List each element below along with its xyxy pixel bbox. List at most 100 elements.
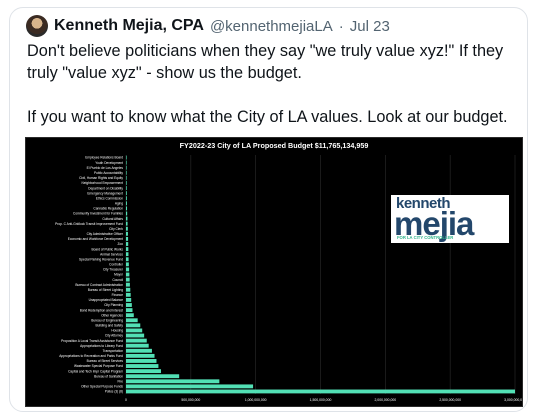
bar [126,191,127,196]
logo-text-line-2: mejia [394,205,474,242]
category-label: Bond Redemption and Interest [80,308,123,312]
bar [126,181,127,185]
category-label: Wastewater Special Purpose Fund [74,364,123,368]
category-label: Fire [118,379,124,383]
tweet-text-line-1: Don't believe politicians when they say … [27,42,504,82]
category-label: Other Agencies [101,313,123,317]
category-label: Bureau of Engineering [91,318,123,322]
bar [126,353,155,358]
category-label: Ethics Commission [96,196,123,200]
bar [126,282,130,287]
bar [126,338,147,343]
category-label: Economic and Workforce Development [68,237,123,241]
category-label: Controller [109,263,124,267]
bar [126,292,131,297]
avatar[interactable] [26,15,48,37]
bar [126,389,515,394]
bar [126,384,254,389]
bar [126,328,143,333]
bar [126,323,141,328]
category-label: Department on Disability [88,186,123,190]
category-label: Zoo [118,242,124,246]
bar [126,175,127,180]
logo-text-line-1: kenneth [396,195,451,212]
campaign-logo: kenneth mejia FOR LA CITY CONTROLLER [391,195,509,243]
bar [126,262,129,267]
author-name[interactable]: Kenneth Mejia, CPA [54,17,204,34]
x-tick-label: 2,500,000,000 [439,398,461,402]
author-handle[interactable]: @kennethmejiaLA [209,17,333,35]
bar [126,186,127,190]
category-label: Cannabis Regulation [93,207,123,211]
x-tick-label: 3,000,000,000 [504,398,522,402]
x-tick-label: 1,000,000,000 [245,398,267,402]
bar [126,252,129,257]
bar [126,221,128,226]
category-label: Board of Public Works [92,247,124,251]
x-tick-label: 500,000,000 [181,398,200,402]
category-label: Other Special Purpose Funds [81,385,123,389]
category-label: Animal Services [100,252,123,256]
category-label: Neighborhood Empowerment [82,181,124,185]
tweet-media-image[interactable]: FY2022-23 City of LA Proposed Budget $11… [25,137,523,407]
category-label: Police (3) (8) [105,390,123,394]
category-label: Housing [111,329,123,333]
bar [126,369,162,374]
category-label: Appropriations to Library Fund [80,344,123,348]
chart-title: FY2022-23 City of LA Proposed Budget $11… [179,141,369,150]
bar [126,267,130,272]
category-label: Proposition A Local Transit Assistance F… [61,339,123,343]
category-label: Finance [112,293,124,297]
category-label: Capital and Tech Impr Capital Program [68,369,123,373]
bar [126,348,152,353]
category-label: Bureau of Sanitation [94,374,123,378]
category-label: Appropriations to Recreation and Parks F… [59,354,123,358]
category-label: Emergency Management [87,191,123,195]
category-label: Public Accountability [94,171,123,175]
category-label: Mayor [114,273,124,277]
bar [126,196,127,201]
category-label: Youth Development [95,161,123,165]
bar [126,211,128,216]
category-label: Civil, Human Rights and Equity [79,176,123,180]
x-tick-label: 2,000,000,000 [374,398,396,402]
category-label: Aging [115,202,123,206]
category-label: Community Investment for Families [73,212,123,216]
category-label: Employee Relations Board [85,156,123,160]
category-label: El Pueblo de Los Angeles [87,166,124,170]
bar [126,165,127,170]
bar [126,206,128,211]
bar [126,170,127,175]
bar [126,287,131,292]
bar [126,318,138,323]
tweet-text-line-2: If you want to know what the City of LA … [27,108,508,126]
category-label: Building and Safety [96,324,124,328]
bar [126,374,180,379]
separator-dot: · [338,17,344,35]
bar [126,242,129,246]
tweet-date[interactable]: Jul 23 [349,17,390,35]
category-label: Council [112,278,123,282]
category-label: Bureau of Street Lighting [88,288,123,292]
bar [126,236,129,241]
category-label: Cultural Affairs [102,217,123,221]
bar [126,257,129,262]
bar [126,160,127,165]
category-label: City Treasurer [103,268,124,272]
bar [126,343,149,348]
bar [126,231,128,236]
bar [126,155,127,160]
tweet-header: Kenneth Mejia, CPA @kennethmejiaLA · Jul… [26,14,390,38]
category-label: City Attorney [105,334,123,338]
bar [126,272,130,277]
bar [126,303,132,307]
category-label: City Planning [104,303,123,307]
bar [126,313,134,318]
category-label: Transportation [103,349,124,353]
bar [126,277,130,282]
bar [126,247,129,252]
bar [126,364,159,368]
bar [126,359,157,363]
logo-tagline: FOR LA CITY CONTROLLER [397,235,454,240]
bar [126,379,220,384]
